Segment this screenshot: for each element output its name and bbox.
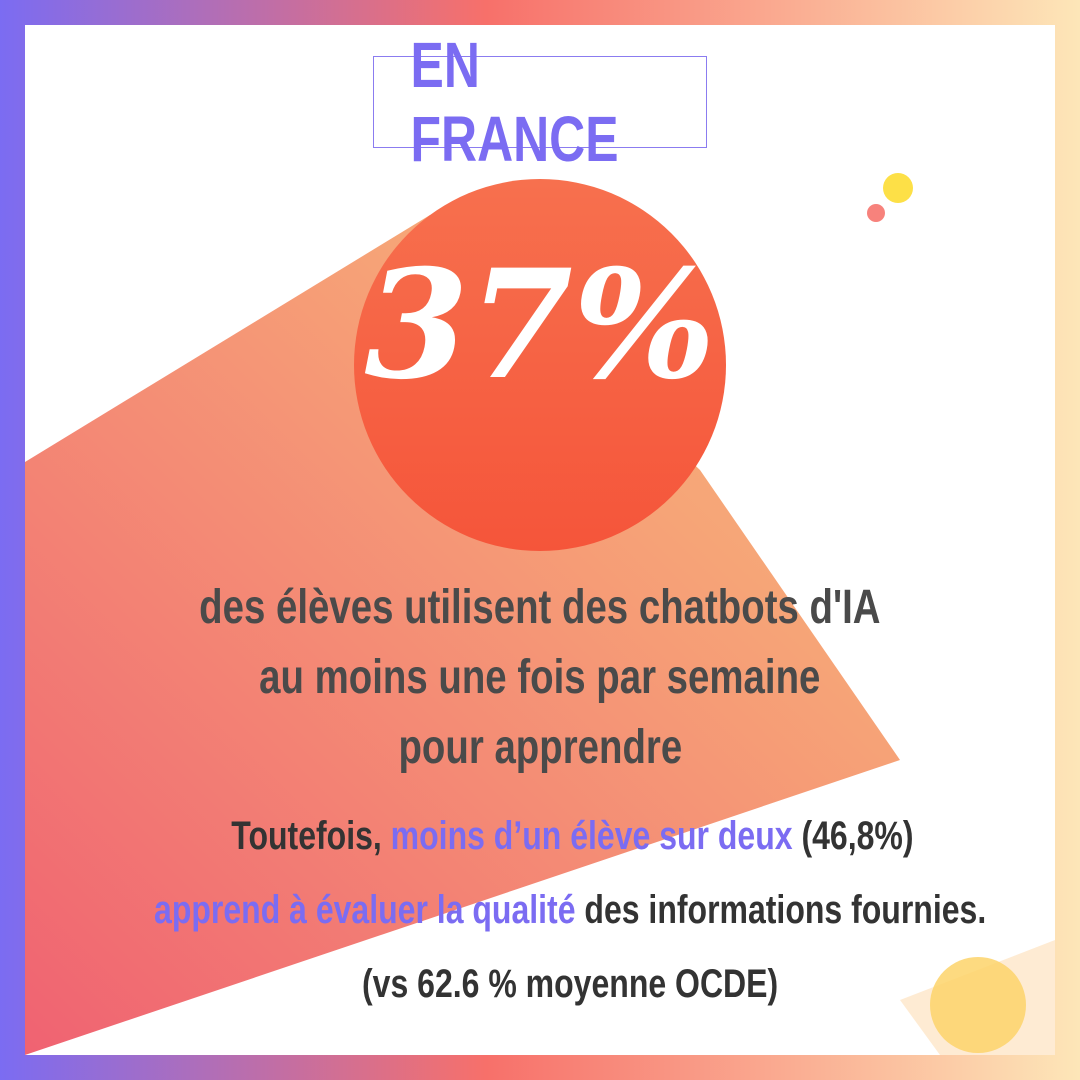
note-line: apprend à évaluer la qualité des informa… [30,888,1080,933]
stat-value: 37% [364,237,716,413]
note-line: Toutefois, moins d’un élève sur deux (46… [32,814,1080,859]
note-text: des informations fournies. [575,888,987,932]
description-text: au moins une fois par semaine [259,651,821,704]
description-text: pour apprendre [398,721,682,774]
note-text: (46,8%) [792,814,914,858]
description-line: pour apprendre [0,720,1080,775]
note-line: (vs 62.6 % moyenne OCDE) [30,962,1080,1007]
description-text: des élèves utilisent des chatbots d'IA [199,581,881,634]
description-line: au moins une fois par semaine [0,650,1080,705]
header-title-text: EN FRANCE [410,29,619,175]
note-highlight: apprend à évaluer la qualité [153,888,576,932]
note-text: (vs 62.6 % moyenne OCDE) [361,962,779,1006]
description-line: des élèves utilisent des chatbots d'IA [0,580,1080,635]
note-highlight: moins d’un élève sur deux [390,814,793,858]
header-title: EN FRANCE [373,29,707,175]
note-text: Toutefois, [230,814,391,858]
